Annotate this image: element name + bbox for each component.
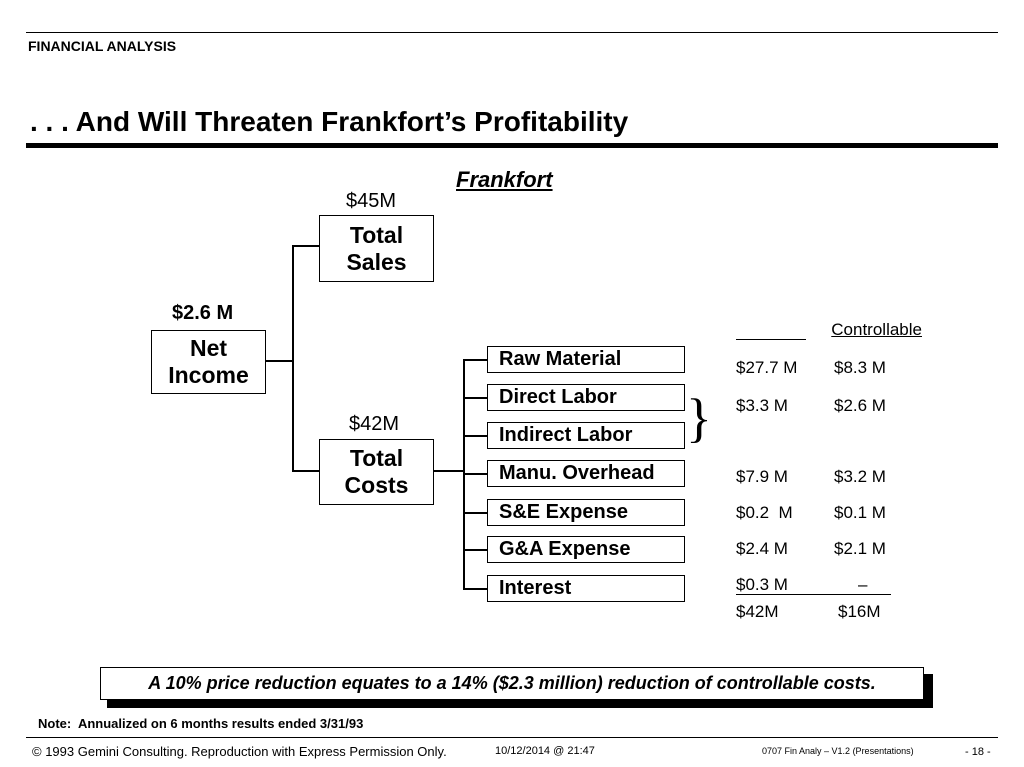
callout-box: A 10% price reduction equates to a 14% (… — [100, 667, 924, 700]
connector-item — [463, 588, 487, 590]
connector-costs-out — [434, 470, 464, 472]
net-income-label-1: Net — [189, 335, 228, 361]
net-income-value: $2.6 M — [172, 302, 234, 324]
value-controllable: $2.6 M — [834, 396, 886, 415]
cost-item-raw-material: Raw Material — [487, 346, 685, 373]
total-value-total: $42M — [736, 602, 779, 621]
cost-item-indirect-labor: Indirect Labor — [487, 422, 685, 449]
footer-rule — [26, 737, 998, 738]
value-total: $27.7 M — [736, 358, 798, 377]
title-rule — [26, 143, 998, 148]
sum-underline — [736, 594, 891, 595]
value-controllable: – — [858, 575, 868, 594]
connector-item — [463, 473, 487, 475]
connector-item — [463, 512, 487, 514]
cost-item-direct-labor: Direct Labor — [487, 384, 685, 411]
value-total: $2.4 M — [736, 539, 788, 558]
value-total: $7.9 M — [736, 467, 788, 486]
value-total: $0.3 M — [736, 575, 788, 594]
value-controllable: $2.1 M — [834, 539, 886, 558]
connector-item — [463, 359, 487, 361]
connector-to-sales — [292, 245, 319, 247]
footer-date: 10/12/2014 @ 21:47 — [495, 745, 595, 757]
connector-item — [463, 435, 487, 437]
net-income-box: Net Income — [151, 330, 266, 394]
cost-item-ga-expense: G&A Expense — [487, 536, 685, 563]
labor-brace: } — [686, 388, 712, 448]
footer-doc: 0707 Fin Analy – V1.2 (Presentations) — [762, 746, 914, 756]
cost-item-se-expense: S&E Expense — [487, 499, 685, 526]
cost-item-interest: Interest — [487, 575, 685, 602]
net-income-label-2: Income — [168, 362, 249, 388]
total-sales-value: $45M — [346, 190, 397, 212]
connector-item — [463, 549, 487, 551]
total-costs-label-2: Costs — [344, 472, 409, 498]
page-title: . . . And Will Threaten Frankfort’s Prof… — [30, 106, 629, 137]
value-total: $0.2 M — [736, 503, 793, 522]
cost-item-manu-overhead: Manu. Overhead — [487, 460, 685, 487]
connector-item — [463, 397, 487, 399]
total-costs-value: $42M — [349, 413, 400, 435]
value-controllable: $3.2 M — [834, 467, 886, 486]
value-total: $3.3 M — [736, 396, 788, 415]
callout-text: A 10% price reduction equates to a 14% (… — [148, 673, 876, 693]
note: Note: Annualized on 6 months results end… — [38, 716, 364, 731]
value-controllable: $0.1 M — [834, 503, 886, 522]
total-value-controllable: $16M — [838, 602, 881, 621]
total-costs-label-1: Total — [349, 445, 404, 471]
value-controllable: $8.3 M — [834, 358, 886, 377]
top-rule — [26, 32, 998, 33]
connector-trunk-main — [292, 245, 294, 471]
total-sales-box: Total Sales — [319, 215, 434, 282]
total-costs-box: Total Costs — [319, 439, 434, 505]
connector-net-income — [266, 360, 293, 362]
controllable-header-text: Controllable — [831, 320, 922, 339]
section-label: FINANCIAL ANALYSIS — [28, 38, 177, 54]
footer-copyright: © 1993 Gemini Consulting. Reproduction w… — [32, 744, 447, 759]
footer-page: - 18 - — [965, 746, 991, 758]
controllable-header-underline — [736, 339, 806, 340]
total-sales-label-2: Sales — [346, 248, 407, 275]
total-sales-label-1: Total — [349, 221, 404, 248]
diagram-heading: Frankfort — [456, 167, 553, 192]
connector-to-costs — [292, 470, 319, 472]
controllable-header: Controllable — [736, 320, 922, 340]
